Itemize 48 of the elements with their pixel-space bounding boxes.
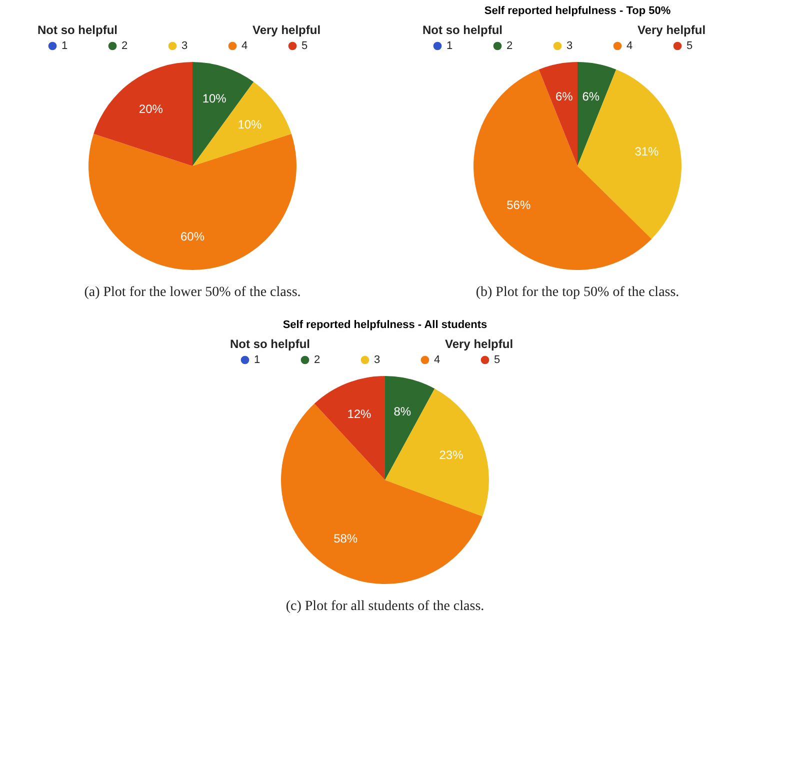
- pie-slice: [192, 82, 292, 166]
- legend-label: 4: [434, 354, 440, 366]
- pie-slice: [578, 62, 616, 166]
- pie-slice: [578, 69, 682, 239]
- pie-slice: [385, 376, 435, 480]
- pie-slice: [385, 388, 489, 516]
- data-label: 23%: [439, 448, 464, 462]
- data-label: 6%: [582, 90, 600, 104]
- data-label: 56%: [506, 198, 531, 212]
- text: (c) Plot for all students of the class.: [286, 599, 484, 614]
- data-label: 6%: [555, 90, 574, 104]
- legend-label: 1: [62, 40, 68, 52]
- chart-title: Self reported helpfulness - All students: [282, 319, 488, 331]
- legend-label: 5: [686, 40, 693, 52]
- legend-label: 1: [254, 354, 260, 366]
- text: Not so helpful: [422, 23, 502, 37]
- pie-slice: [314, 376, 385, 480]
- data-label: 20%: [138, 102, 164, 116]
- data-label: 58%: [334, 532, 358, 546]
- text: (a) Plot for the lower 50% of the class.: [84, 285, 301, 300]
- legend-label: 5: [302, 40, 308, 52]
- chart-title: Self reported helpfulness - Top 50%: [484, 5, 671, 17]
- pie-slice: [281, 404, 482, 584]
- pie-slice: [88, 134, 296, 270]
- data-label: 31%: [634, 144, 660, 159]
- text: Very helpful: [638, 23, 706, 37]
- legend-label: 2: [314, 354, 320, 366]
- legend-label: 2: [122, 40, 128, 52]
- legend-label: 4: [242, 40, 248, 52]
- data-label: 60%: [180, 230, 205, 244]
- data-label: 10%: [238, 117, 262, 132]
- data-label: 8%: [394, 404, 412, 418]
- legend-label: 3: [566, 40, 573, 52]
- text: (b) Plot for the top 50% of the class.: [476, 285, 680, 300]
- legend-label: 4: [626, 40, 633, 52]
- legend-label: 2: [506, 40, 513, 52]
- text: Very helpful: [445, 337, 514, 351]
- pie-slice: [538, 62, 578, 166]
- pie-slice: [94, 62, 192, 166]
- data-label: 10%: [202, 92, 227, 106]
- text: Not so helpful: [38, 23, 118, 37]
- legend-label: 1: [446, 40, 453, 52]
- text: Not so helpful: [230, 337, 310, 351]
- legend-label: 5: [494, 354, 500, 366]
- legend-label: 3: [374, 354, 380, 366]
- legend-label: 3: [182, 40, 188, 52]
- data-label: 12%: [347, 407, 372, 422]
- text: Very helpful: [252, 23, 321, 37]
